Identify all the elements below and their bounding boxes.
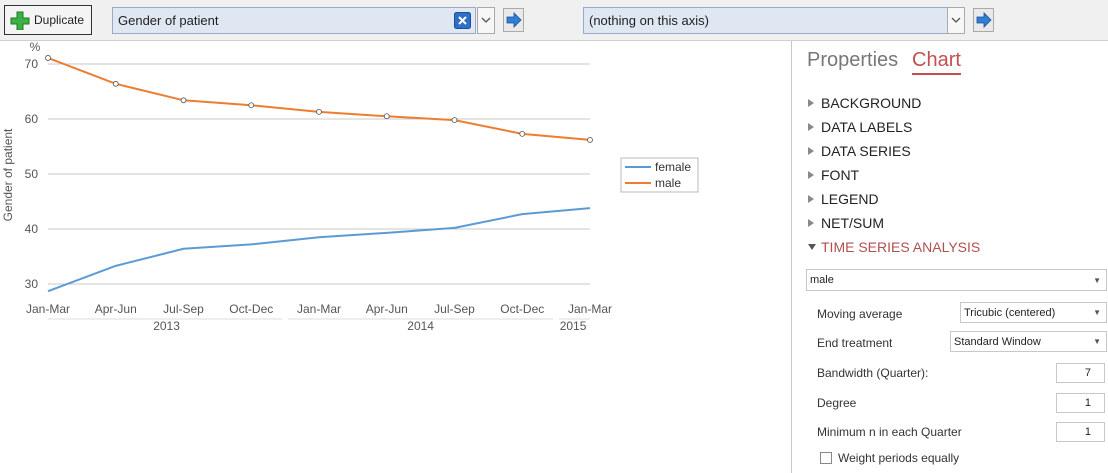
x-tick-label: Jul-Sep	[434, 302, 475, 316]
select-value: male	[810, 274, 834, 286]
setting-label: Degree	[817, 396, 857, 410]
dropdown-arrow: ▼	[1093, 337, 1101, 346]
x-tick-label: Jan-Mar	[297, 302, 341, 316]
data-point	[180, 97, 187, 104]
checkbox-label: Weight periods equally	[838, 451, 960, 465]
section-header[interactable]: BACKGROUND	[821, 95, 922, 111]
setting-label: Bandwidth (Quarter):	[817, 366, 929, 380]
y-tick-label: 30	[25, 277, 39, 291]
series-select[interactable]: male ▼	[806, 269, 1107, 291]
legend-label: female	[655, 160, 691, 174]
data-line	[47, 207, 591, 293]
y-tick-label: 40	[25, 222, 39, 236]
data-point	[383, 113, 390, 120]
plot-background	[0, 41, 790, 473]
data-point	[587, 136, 593, 143]
expand-arrow	[808, 171, 814, 179]
data-point	[451, 117, 458, 123]
x-tick-label: Oct-Dec	[500, 302, 544, 316]
section-header[interactable]: TIME SERIES ANALYSIS	[821, 239, 981, 255]
dropdown-toggle[interactable]	[947, 7, 965, 34]
expand-arrow	[808, 147, 814, 155]
expand-arrow	[808, 219, 814, 227]
setting-label: End treatment	[817, 336, 893, 350]
section-header[interactable]: NET/SUM	[821, 215, 884, 231]
section-header[interactable]: FONT	[821, 167, 860, 183]
setting-label: Minimum n in each Quarter	[817, 425, 962, 439]
toolbar: Duplicate Gender of patient (nothing on …	[0, 0, 1108, 41]
spinner[interactable]: 1	[1056, 422, 1105, 442]
expand-arrow	[808, 99, 814, 107]
y-tick-label: 60	[25, 112, 39, 126]
setting-select[interactable]: Tricubic (centered) ▼	[960, 302, 1107, 323]
data-point	[519, 130, 526, 137]
y-tick-label: 50	[25, 167, 39, 181]
x-group-label: 2014	[407, 319, 434, 333]
chart-tab[interactable]: Chart	[912, 49, 961, 75]
section-header[interactable]: LEGEND	[821, 191, 879, 207]
select-value: Gender of patient	[118, 13, 219, 28]
row-variable-select[interactable]: Gender of patient	[112, 7, 476, 34]
spinner[interactable]: 1	[1056, 393, 1105, 413]
y-tick-label: 70	[25, 57, 39, 71]
dropdown-toggle[interactable]	[477, 7, 495, 34]
legend-label: male	[655, 176, 681, 190]
chart: % Gender of patient 30 40 50 60 70 Jan-Mar Apr…	[0, 40, 790, 473]
dropdown-arrow: ▼	[1093, 308, 1101, 317]
section-header[interactable]: DATA LABELS	[821, 119, 913, 135]
apply-button[interactable]	[503, 8, 524, 32]
x-tick-label: Jan-Mar	[568, 302, 612, 316]
x-tick-label: Jul-Sep	[163, 302, 204, 316]
apply-button[interactable]	[973, 8, 994, 32]
column-variable-select[interactable]: (nothing on this axis)	[583, 7, 948, 34]
legend-box	[620, 157, 699, 193]
select-value: Tricubic (centered)	[964, 306, 1056, 319]
plus-icon	[10, 11, 30, 30]
setting-label: Moving average	[817, 307, 903, 321]
data-point	[45, 55, 51, 61]
y-axis-title: Gender of patient	[1, 128, 15, 221]
spinner[interactable]: 7	[1056, 363, 1105, 383]
section-header[interactable]: DATA SERIES	[821, 143, 911, 159]
x-tick-label: Apr-Jun	[95, 302, 137, 316]
setting-select[interactable]: Standard Window ▼	[950, 331, 1107, 352]
x-group-label: 2015	[560, 319, 587, 333]
x-group-label: 2013	[153, 319, 180, 333]
y-unit: %	[30, 40, 41, 54]
properties-panel: Properties Chart BACKGROUND DATA LABELS DA…	[791, 41, 1108, 473]
duplicate-button[interactable]: Duplicate	[4, 5, 92, 35]
clear-icon[interactable]	[454, 12, 471, 29]
x-tick-label: Apr-Jun	[366, 302, 408, 316]
expand-arrow	[808, 123, 814, 131]
select-value: Standard Window	[954, 335, 1041, 348]
properties-tab[interactable]: Properties	[807, 49, 899, 71]
button-label: Duplicate	[34, 13, 85, 27]
data-point	[248, 102, 255, 109]
data-point	[316, 108, 322, 115]
expand-arrow	[808, 244, 816, 250]
checkbox[interactable]	[820, 452, 832, 464]
x-tick-label: Jan-Mar	[26, 302, 70, 316]
expand-arrow	[808, 195, 814, 203]
data-point	[112, 80, 119, 87]
select-value: (nothing on this axis)	[589, 13, 709, 28]
x-tick-label: Oct-Dec	[229, 302, 273, 316]
